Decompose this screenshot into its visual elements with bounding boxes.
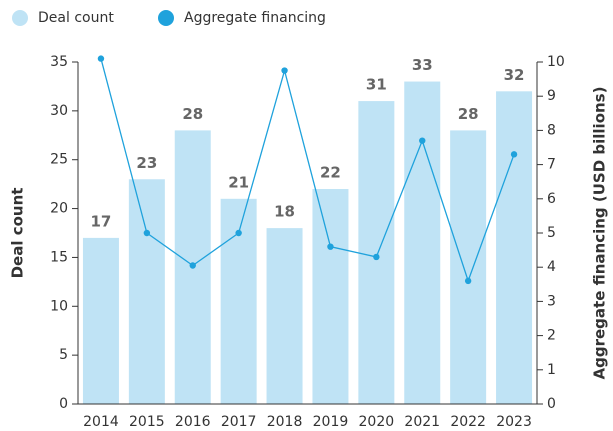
bar <box>82 237 119 404</box>
x-tick-label: 2021 <box>404 414 440 430</box>
line-point <box>327 243 334 250</box>
bar <box>404 81 441 405</box>
y2-tick-label: 1 <box>547 362 556 378</box>
line-point <box>235 229 242 237</box>
bar <box>312 189 349 404</box>
x-tick-label: 2018 <box>267 414 303 430</box>
bar <box>128 179 165 404</box>
bar <box>358 101 395 404</box>
y-tick-label: 15 <box>50 249 68 265</box>
y2-tick-label: 4 <box>547 259 556 275</box>
y2-tick-label: 5 <box>547 225 556 241</box>
value-label: 17 <box>91 212 112 230</box>
line-point <box>464 277 472 285</box>
legend-label: Deal count <box>38 10 114 26</box>
line-point <box>419 137 426 144</box>
y2-tick-label: 7 <box>547 157 556 173</box>
y-tick-label: 30 <box>50 103 68 119</box>
bar <box>496 91 533 405</box>
line <box>100 58 515 283</box>
value-label: 28 <box>182 105 203 123</box>
y2-tick-label: 8 <box>547 122 556 138</box>
x-tick-label: 2020 <box>359 414 395 430</box>
x-tick-label: 2023 <box>496 414 532 430</box>
x-tick-label: 2017 <box>221 414 257 430</box>
legend-swatch <box>12 10 28 26</box>
value-label: 23 <box>136 154 157 172</box>
y-tick-label: 0 <box>59 396 68 412</box>
y-tick-label: 5 <box>59 347 68 363</box>
y-tick-label: 10 <box>50 298 68 314</box>
y-tick-label: 25 <box>50 152 68 168</box>
y2-tick-label: 6 <box>547 191 556 207</box>
value-label: 18 <box>274 203 295 221</box>
line-point <box>97 55 105 62</box>
y2-tick-label: 10 <box>547 54 565 70</box>
x-tick-label: 2016 <box>175 414 211 430</box>
line-point <box>189 262 196 269</box>
x-tick-label: 2014 <box>83 414 119 430</box>
bar <box>450 130 487 404</box>
line-point <box>281 67 288 74</box>
bar <box>220 198 257 404</box>
legend-label: Aggregate financing <box>184 10 326 26</box>
y2-tick-label: 3 <box>547 293 556 309</box>
value-label: 28 <box>458 105 479 123</box>
line-point <box>373 253 380 261</box>
y2-axis-label: Aggregate financing (USD billions) <box>591 87 609 380</box>
x-tick-label: 2015 <box>129 414 165 430</box>
legend-swatch <box>158 10 174 26</box>
y-tick-label: 35 <box>50 54 68 70</box>
y2-tick-label: 2 <box>547 328 556 344</box>
x-tick-label: 2019 <box>313 414 349 430</box>
value-label: 32 <box>504 66 525 84</box>
x-tick-label: 2022 <box>450 414 486 430</box>
y2-tick-label: 9 <box>547 88 556 104</box>
y-tick-label: 20 <box>50 201 68 217</box>
y2-tick-label: 0 <box>547 396 556 412</box>
value-label: 22 <box>320 164 341 182</box>
y-axis-label: Deal count <box>9 188 27 279</box>
value-label: 33 <box>412 56 433 74</box>
value-label: 31 <box>366 76 387 94</box>
value-label: 21 <box>228 173 249 191</box>
line-point <box>143 229 151 237</box>
line-point <box>510 151 518 158</box>
bar <box>266 228 303 404</box>
